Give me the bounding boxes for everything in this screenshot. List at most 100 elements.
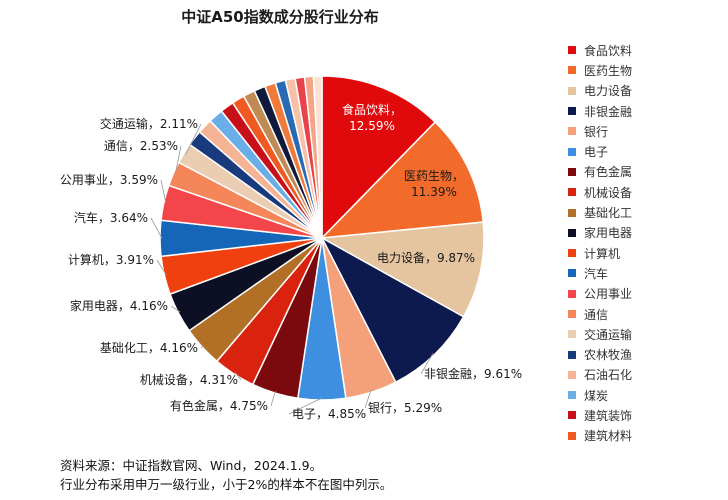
legend-item: 计算机 xyxy=(568,243,728,263)
source-line-2: 行业分布采用申万一级行业，小于2%的样本不在图中列示。 xyxy=(60,477,393,492)
legend-item: 家用电器 xyxy=(568,223,728,243)
slice-label-11: 汽车，3.64% xyxy=(74,210,148,225)
legend-swatch xyxy=(568,269,576,278)
legend-label: 计算机 xyxy=(584,246,621,261)
leader-line-7 xyxy=(234,372,242,381)
legend-swatch xyxy=(568,46,576,55)
legend-item: 电力设备 xyxy=(568,81,728,101)
slice-label-12: 公用事业，3.59% xyxy=(60,173,158,187)
legend-item: 基础化工 xyxy=(568,202,728,222)
legend-swatch xyxy=(568,310,576,318)
legend-swatch xyxy=(568,249,576,258)
legend-swatch xyxy=(568,370,576,379)
leader-line-4 xyxy=(364,390,372,409)
leader-line-5 xyxy=(288,397,323,415)
legend-label: 医药生物 xyxy=(584,63,633,78)
legend-label: 建筑材料 xyxy=(584,429,633,444)
legend-swatch xyxy=(568,208,576,217)
legend-label: 公用事业 xyxy=(584,287,633,302)
legend-swatch xyxy=(568,228,576,237)
legend-item: 公用事业 xyxy=(568,284,728,304)
legend-swatch xyxy=(568,350,576,359)
slice-labels: 食品饮料， 12.59% 医药生物， 11.39% 电力设备，9.87% 非银金融，9.6… xyxy=(60,102,522,421)
leader-line-3 xyxy=(420,352,434,375)
legend-label: 家用电器 xyxy=(584,226,633,241)
legend-item: 煤炭 xyxy=(568,385,728,405)
pie-slice-27 xyxy=(312,75,323,239)
slice-label-0: 食品饮料， 12.59% xyxy=(342,102,402,133)
slice-label-8: 基础化工，4.16% xyxy=(100,341,198,355)
legend-item: 银行 xyxy=(568,121,728,141)
legend-label: 石油石化 xyxy=(584,368,633,383)
slice-label-14: 交通运输，2.11% xyxy=(100,116,198,131)
legend-label: 机械设备 xyxy=(584,185,633,200)
leader-line-11 xyxy=(150,217,163,239)
leader-line-10 xyxy=(156,259,167,276)
pie-chart: 食品饮料， 12.59% 医药生物， 11.39% 电力设备，9.87% 非银金融，9.6… xyxy=(60,75,522,421)
pie-slice-0 xyxy=(321,75,437,240)
source-note: 资料来源：中证指数官网、Wind，2024.1.9。 行业分布采用申万一级行业，… xyxy=(60,456,392,494)
label-leader-lines xyxy=(150,123,434,415)
legend-label: 电力设备 xyxy=(584,84,633,99)
legend-swatch xyxy=(568,127,576,136)
legend-label: 交通运输 xyxy=(584,327,633,342)
slice-label-7: 机械设备，4.31% xyxy=(140,372,238,387)
source-line-1: 资料来源：中证指数官网、Wind，2024.1.9。 xyxy=(60,458,323,473)
legend-swatch xyxy=(568,411,576,420)
legend-swatch xyxy=(568,431,576,440)
legend-label: 农林牧渔 xyxy=(584,348,633,363)
legend-item: 食品饮料 xyxy=(568,40,728,60)
legend-label: 通信 xyxy=(584,307,609,322)
legend-item: 有色金属 xyxy=(568,162,728,182)
legend: 食品饮料医药生物电力设备非银金融银行电子有色金属机械设备基础化工家用电器计算机汽… xyxy=(568,40,728,446)
legend-item: 电子 xyxy=(568,141,728,161)
slice-label-6: 有色金属，4.75% xyxy=(170,398,268,413)
legend-item: 建筑材料 xyxy=(568,426,728,446)
legend-item: 农林牧渔 xyxy=(568,344,728,364)
legend-item: 交通运输 xyxy=(568,324,728,344)
legend-item: 非银金融 xyxy=(568,101,728,121)
legend-swatch xyxy=(568,391,576,400)
leader-line-8 xyxy=(200,345,204,349)
legend-item: 通信 xyxy=(568,304,728,324)
chart-title: 中证A50指数成分股行业分布 xyxy=(181,8,379,26)
legend-item: 建筑装饰 xyxy=(568,405,728,425)
slice-label-2: 电力设备，9.87% xyxy=(377,251,475,265)
legend-swatch xyxy=(568,167,576,176)
pie-slices xyxy=(159,75,485,401)
legend-label: 煤炭 xyxy=(584,388,609,403)
slice-label-5: 电子，4.85% xyxy=(292,407,366,421)
legend-label: 基础化工 xyxy=(584,206,633,221)
legend-swatch xyxy=(568,86,576,95)
legend-swatch xyxy=(568,289,576,298)
leader-line-13 xyxy=(174,145,182,175)
legend-label: 建筑装饰 xyxy=(584,408,633,423)
slice-label-9: 家用电器，4.16% xyxy=(70,298,168,313)
legend-swatch xyxy=(568,147,576,156)
legend-label: 食品饮料 xyxy=(584,43,633,58)
legend-item: 汽车 xyxy=(568,263,728,283)
legend-swatch xyxy=(568,330,576,339)
leader-line-9 xyxy=(170,305,181,313)
legend-label: 非银金融 xyxy=(584,104,633,119)
legend-label: 有色金属 xyxy=(584,165,633,180)
pie-slice-3 xyxy=(320,236,465,384)
legend-label: 银行 xyxy=(584,124,609,139)
legend-swatch xyxy=(568,107,576,116)
slice-label-4: 银行，5.29% xyxy=(368,401,442,415)
slice-label-10: 计算机，3.91% xyxy=(68,252,154,267)
pie-slice-1 xyxy=(320,120,485,239)
leader-line-14 xyxy=(185,123,202,155)
slice-label-3: 非银金融，9.61% xyxy=(424,366,522,381)
pie-slice-2 xyxy=(319,221,485,318)
leader-line-12 xyxy=(160,179,167,204)
legend-label: 汽车 xyxy=(584,266,609,281)
legend-swatch xyxy=(568,66,576,75)
legend-item: 机械设备 xyxy=(568,182,728,202)
leader-line-6 xyxy=(270,390,276,407)
legend-item: 石油石化 xyxy=(568,365,728,385)
slice-label-13: 通信，2.53% xyxy=(104,139,178,153)
legend-item: 医药生物 xyxy=(568,60,728,80)
legend-swatch xyxy=(568,188,576,197)
legend-label: 电子 xyxy=(584,145,609,160)
